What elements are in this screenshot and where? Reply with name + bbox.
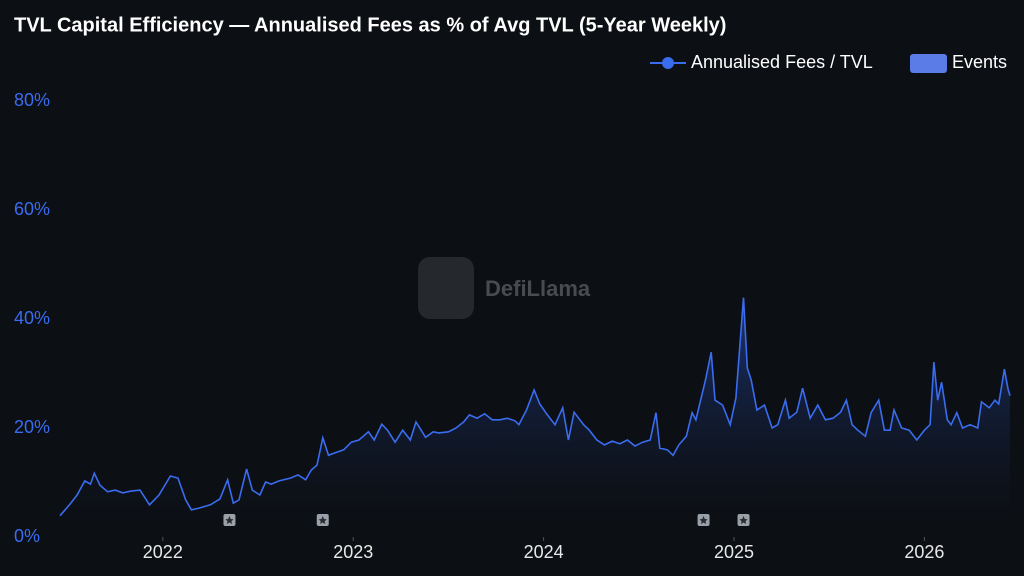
- event-star: [699, 516, 708, 524]
- x-tick-label: 2023: [333, 542, 373, 562]
- event-marker: [223, 514, 236, 526]
- y-tick-label: 60%: [14, 199, 50, 219]
- watermark: DefiLlama: [418, 257, 591, 319]
- line: [59, 297, 1011, 517]
- event-star: [318, 516, 327, 524]
- legend-marker: [662, 57, 674, 69]
- x-tick-label: 2024: [524, 542, 564, 562]
- event-star: [739, 516, 748, 524]
- legend-swatch: [910, 54, 947, 73]
- legend: Annualised Fees / TVL Events: [650, 52, 1007, 73]
- y-tick-label: 80%: [14, 90, 50, 110]
- watermark-icon: [418, 257, 474, 319]
- y-tick-label: 0%: [14, 526, 40, 546]
- event-marker: [697, 514, 710, 526]
- y-tick-label: 40%: [14, 308, 50, 328]
- y-tick-label: 20%: [14, 417, 50, 437]
- x-tick-label: 2026: [904, 542, 944, 562]
- legend-label: Annualised Fees / TVL: [691, 52, 873, 72]
- x-tick-label: 2022: [143, 542, 183, 562]
- area: [60, 297, 1011, 537]
- chart-title: TVL Capital Efficiency — Annualised Fees…: [14, 14, 726, 36]
- event-marker: [737, 514, 750, 526]
- watermark-text: DefiLlama: [485, 276, 591, 301]
- event-star: [225, 516, 234, 524]
- event-marker: [316, 514, 329, 526]
- x-tick-label: 2025: [714, 542, 754, 562]
- legend-label: Events: [952, 52, 1007, 72]
